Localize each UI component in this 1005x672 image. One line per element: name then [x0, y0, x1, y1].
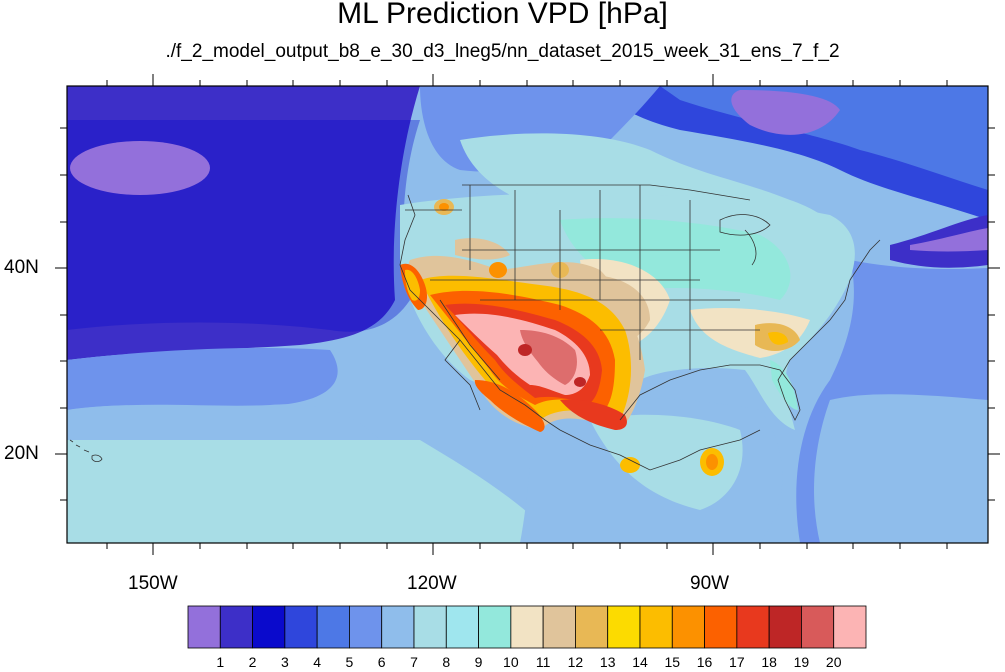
colorbar-tick-label: 5	[345, 654, 354, 670]
lon-label-120w: 120W	[407, 573, 457, 594]
axis-ticks	[55, 74, 1000, 555]
colorbar-tick-label: 9	[474, 654, 483, 670]
colorbar-swatch	[704, 605, 738, 649]
lat-label-20n: 20N	[4, 443, 39, 464]
colorbar-swatch	[187, 605, 221, 649]
colorbar-tick-label: 2	[248, 654, 257, 670]
colorbar-swatch	[575, 605, 609, 649]
colorbar-tick-label: 3	[280, 654, 289, 670]
colorbar-tick-label: 10	[503, 654, 519, 670]
plot-subtitle: ./f_2_model_output_b8_e_30_d3_lneg5/nn_d…	[165, 41, 840, 62]
vpd-field	[67, 86, 988, 543]
colorbar-swatch	[736, 605, 770, 649]
colorbar-swatch	[510, 605, 544, 649]
colorbar-swatch	[542, 605, 576, 649]
lat-label-40n: 40N	[4, 257, 39, 278]
colorbar-swatch	[316, 605, 350, 649]
colorbar-tick-label: 12	[567, 654, 584, 670]
colorbar-swatch	[413, 605, 447, 649]
colorbar-tick-label: 18	[761, 654, 777, 670]
lon-label-150w: 150W	[128, 573, 178, 594]
lon-label-90w: 90W	[690, 573, 730, 594]
colorbar-swatch	[768, 605, 802, 649]
colorbar-tick-label: 17	[729, 654, 745, 670]
colorbar-tick-label: 1	[216, 654, 225, 670]
colorbar-swatch	[219, 605, 253, 649]
colorbar-swatch	[607, 605, 641, 649]
colorbar-swatch	[252, 605, 286, 649]
colorbar-swatch	[445, 605, 479, 649]
colorbar-tick-label: 11	[535, 654, 551, 670]
colorbar-swatch	[671, 605, 705, 649]
colorbar	[187, 605, 867, 649]
colorbar-tick-label: 6	[377, 654, 386, 670]
colorbar-swatch	[478, 605, 512, 649]
colorbar-tick-label: 20	[825, 654, 842, 670]
colorbar-tick-label: 13	[599, 654, 616, 670]
colorbar-tick-label: 8	[442, 654, 451, 670]
plot-title: ML Prediction VPD [hPa]	[337, 0, 668, 30]
colorbar-tick-label: 15	[664, 654, 681, 670]
colorbar-swatch	[639, 605, 673, 649]
colorbar-swatch	[801, 605, 835, 649]
colorbar-tick-label: 19	[793, 654, 810, 670]
colorbar-swatch	[349, 605, 383, 649]
colorbar-tick-label: 14	[632, 654, 648, 670]
colorbar-tick-label: 4	[313, 654, 322, 670]
colorbar-swatch	[833, 605, 867, 649]
hawaii-outline	[69, 439, 103, 463]
colorbar-tick-label: 7	[410, 654, 418, 670]
map-boundaries	[399, 184, 881, 471]
colorbar-swatch	[284, 605, 318, 649]
colorbar-swatch	[381, 605, 415, 649]
colorbar-tick-label: 16	[696, 654, 713, 670]
